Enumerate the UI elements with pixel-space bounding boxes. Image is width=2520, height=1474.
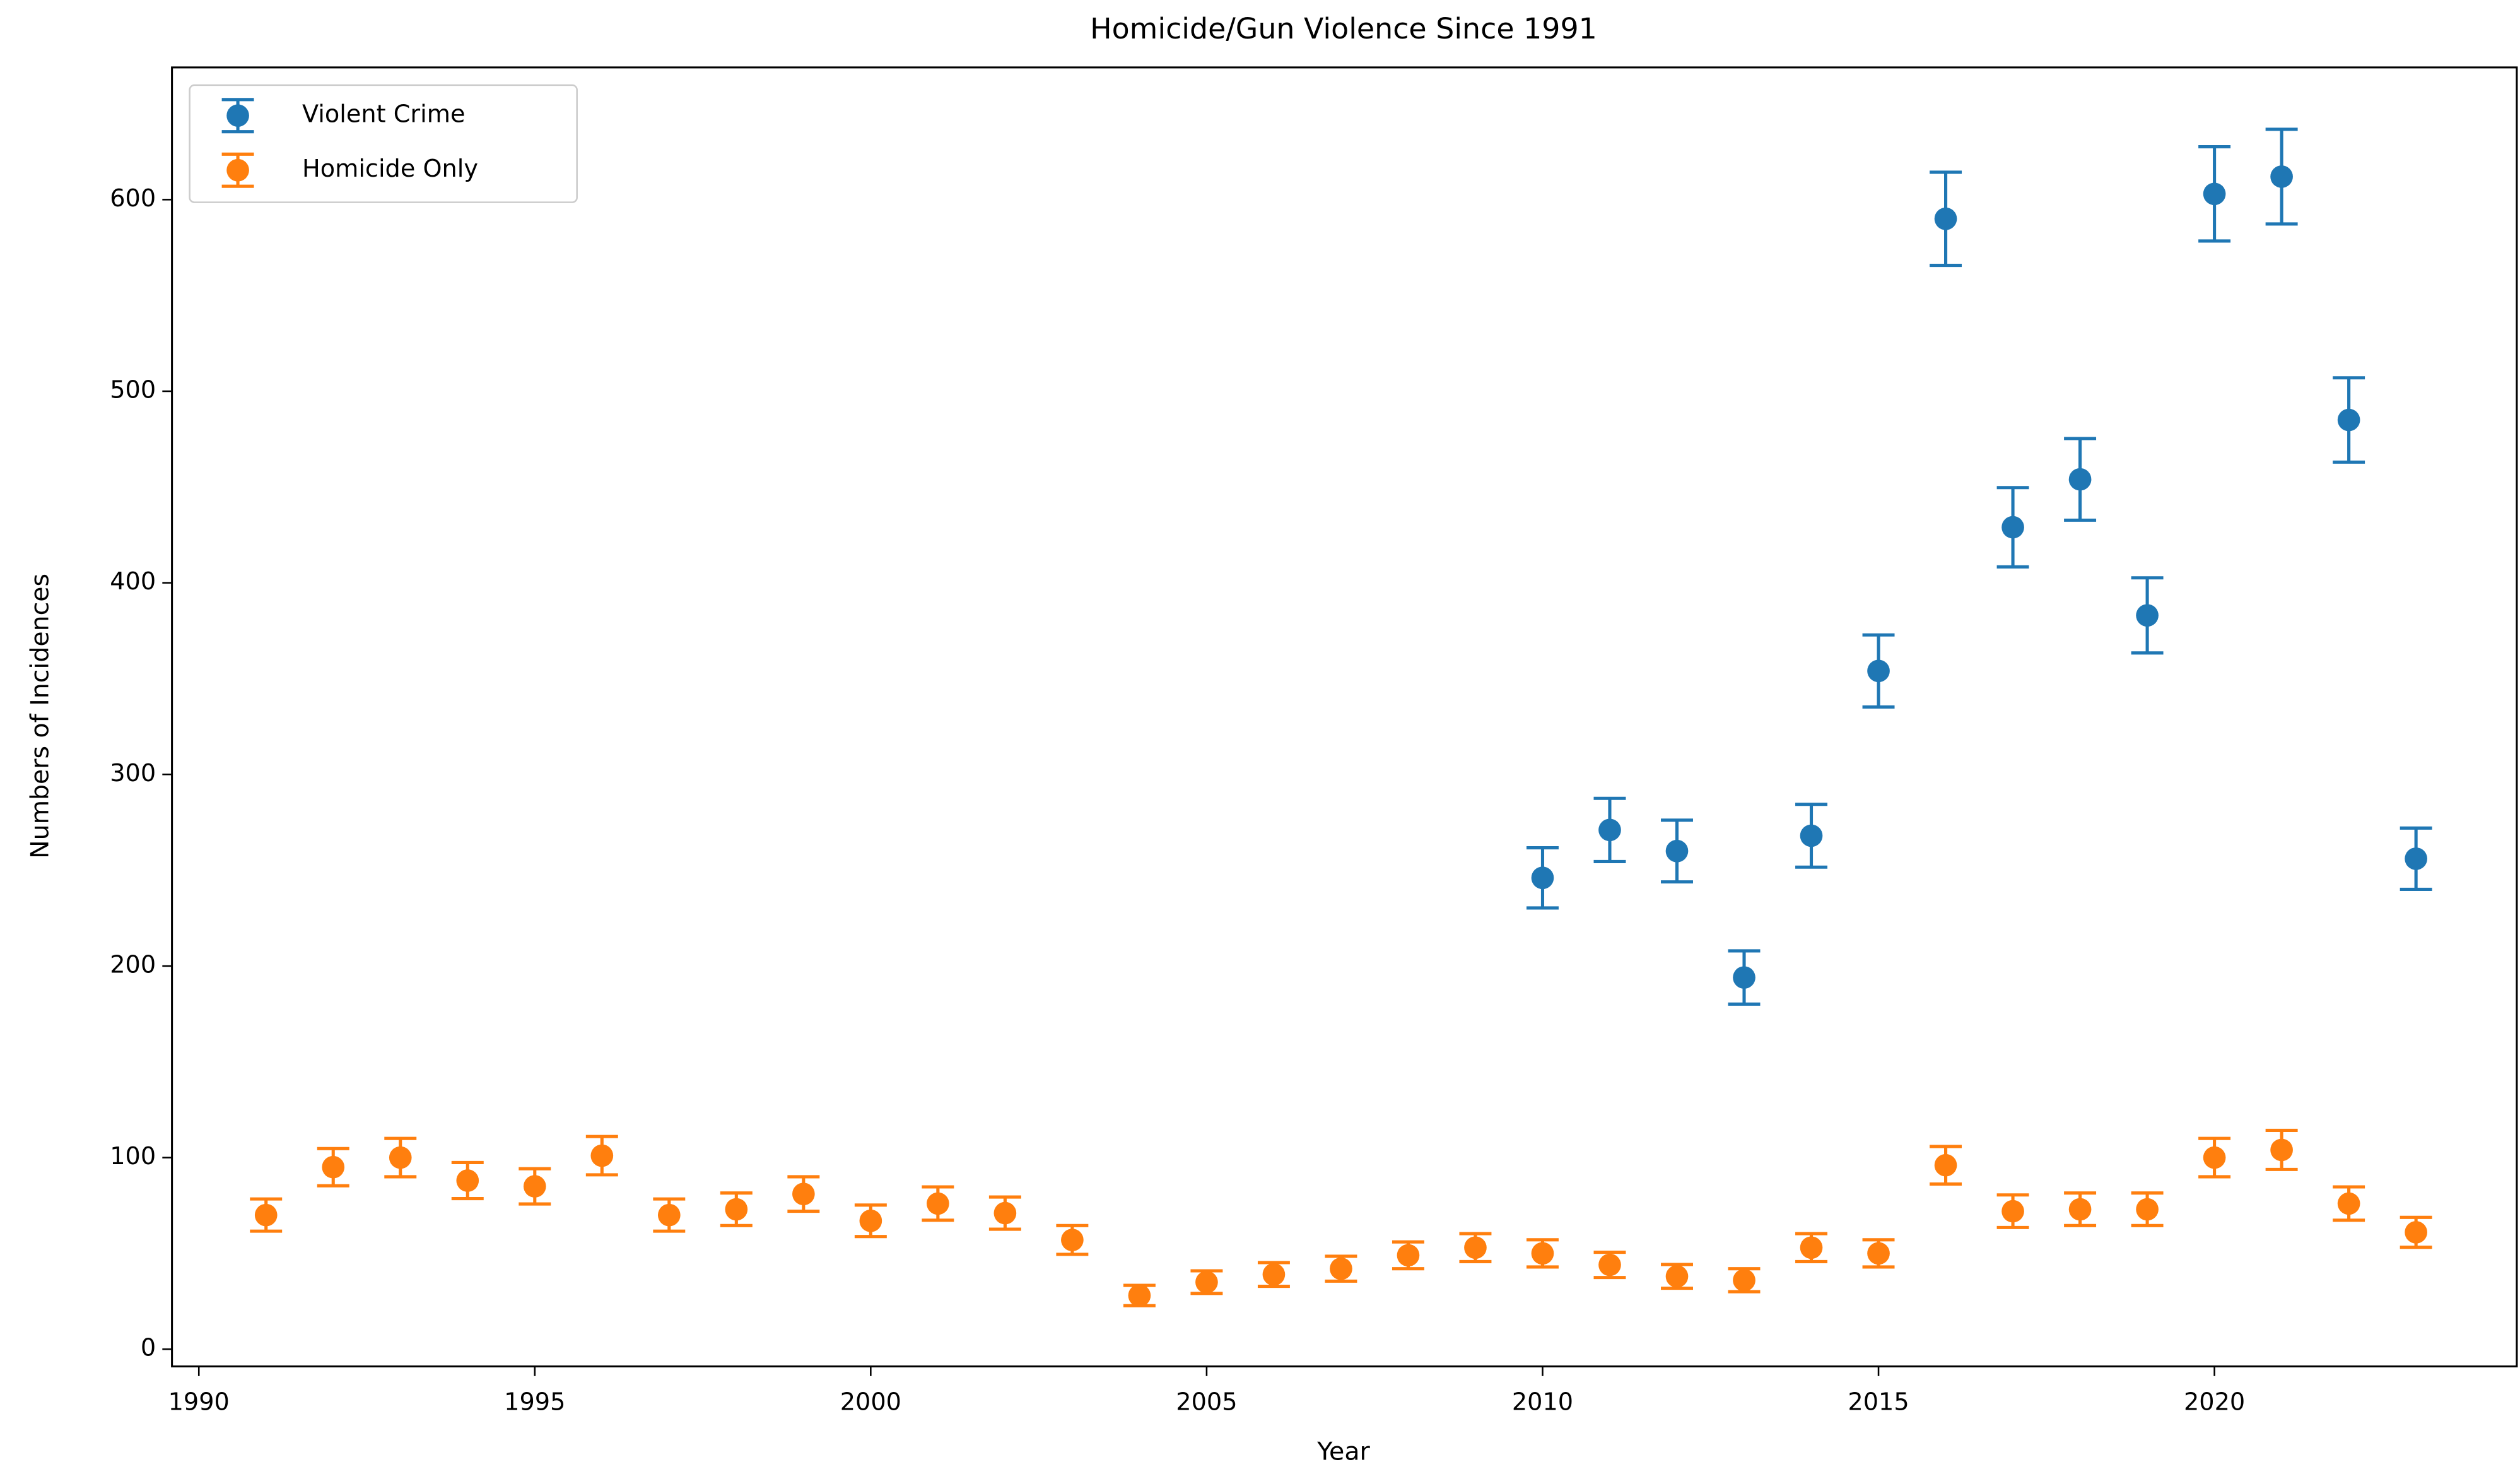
marker xyxy=(1262,1263,1286,1286)
legend-label: Violent Crime xyxy=(302,101,466,129)
marker xyxy=(1397,1244,1420,1267)
marker xyxy=(2337,408,2360,432)
marker xyxy=(2136,1198,2159,1221)
x-tick-label: 2005 xyxy=(1176,1389,1237,1417)
marker xyxy=(725,1198,748,1221)
chart-title: Homicide/Gun Violence Since 1991 xyxy=(1090,11,1597,45)
marker xyxy=(2337,1192,2360,1215)
x-tick-label: 2020 xyxy=(2184,1389,2245,1417)
marker xyxy=(1733,1269,1755,1292)
marker xyxy=(1800,1236,1823,1259)
marker xyxy=(254,1203,278,1227)
legend-label: Homicide Only xyxy=(302,155,478,183)
marker xyxy=(1128,1284,1151,1307)
marker xyxy=(792,1182,815,1206)
y-tick-label: 0 xyxy=(141,1335,156,1362)
marker xyxy=(1934,1153,1957,1177)
plot-frame xyxy=(171,66,2518,1368)
marker xyxy=(1464,1236,1487,1259)
marker xyxy=(2270,165,2293,188)
y-tick-label: 600 xyxy=(110,185,156,213)
marker xyxy=(1665,1265,1689,1288)
marker xyxy=(2001,516,2024,539)
marker xyxy=(2068,1198,2092,1221)
marker xyxy=(2203,1146,2226,1169)
y-tick-label: 100 xyxy=(110,1143,156,1170)
x-tick-label: 2015 xyxy=(1848,1389,1909,1417)
marker xyxy=(1195,1271,1218,1294)
y-axis-label: Numbers of Incidences xyxy=(26,574,55,859)
marker xyxy=(389,1146,412,1169)
x-tick-label: 1990 xyxy=(168,1389,230,1417)
marker xyxy=(927,1192,949,1215)
legend-marker xyxy=(226,104,249,127)
x-tick-label: 2010 xyxy=(1512,1389,1573,1417)
x-tick-label: 2000 xyxy=(840,1389,901,1417)
marker xyxy=(1531,1242,1554,1265)
y-tick-label: 200 xyxy=(110,951,156,979)
marker xyxy=(1665,839,1689,863)
marker xyxy=(1061,1229,1084,1251)
marker xyxy=(1934,207,1957,230)
marker xyxy=(993,1201,1017,1225)
marker xyxy=(2270,1138,2293,1162)
marker xyxy=(859,1209,882,1232)
marker xyxy=(657,1203,681,1227)
marker xyxy=(2405,847,2427,870)
marker xyxy=(1598,1253,1621,1276)
marker xyxy=(1330,1257,1352,1280)
x-tick-label: 1995 xyxy=(504,1389,565,1417)
legend-box xyxy=(189,84,578,203)
marker xyxy=(456,1169,479,1192)
marker xyxy=(590,1144,614,1167)
marker xyxy=(2068,468,2092,491)
marker xyxy=(1867,1242,1890,1265)
y-tick-label: 500 xyxy=(110,377,156,404)
marker xyxy=(1733,966,1755,989)
marker xyxy=(2136,604,2159,627)
y-tick-label: 300 xyxy=(110,760,156,787)
y-tick-label: 400 xyxy=(110,568,156,596)
marker xyxy=(1598,818,1621,842)
marker xyxy=(2405,1221,2427,1244)
marker xyxy=(523,1175,546,1198)
legend-marker xyxy=(226,158,249,182)
marker xyxy=(1531,866,1554,890)
marker xyxy=(1867,659,1890,683)
marker xyxy=(2203,182,2226,206)
x-axis-label: Year xyxy=(1316,1437,1370,1466)
marker xyxy=(2001,1200,2024,1223)
marker xyxy=(1800,824,1823,847)
marker xyxy=(322,1155,345,1179)
